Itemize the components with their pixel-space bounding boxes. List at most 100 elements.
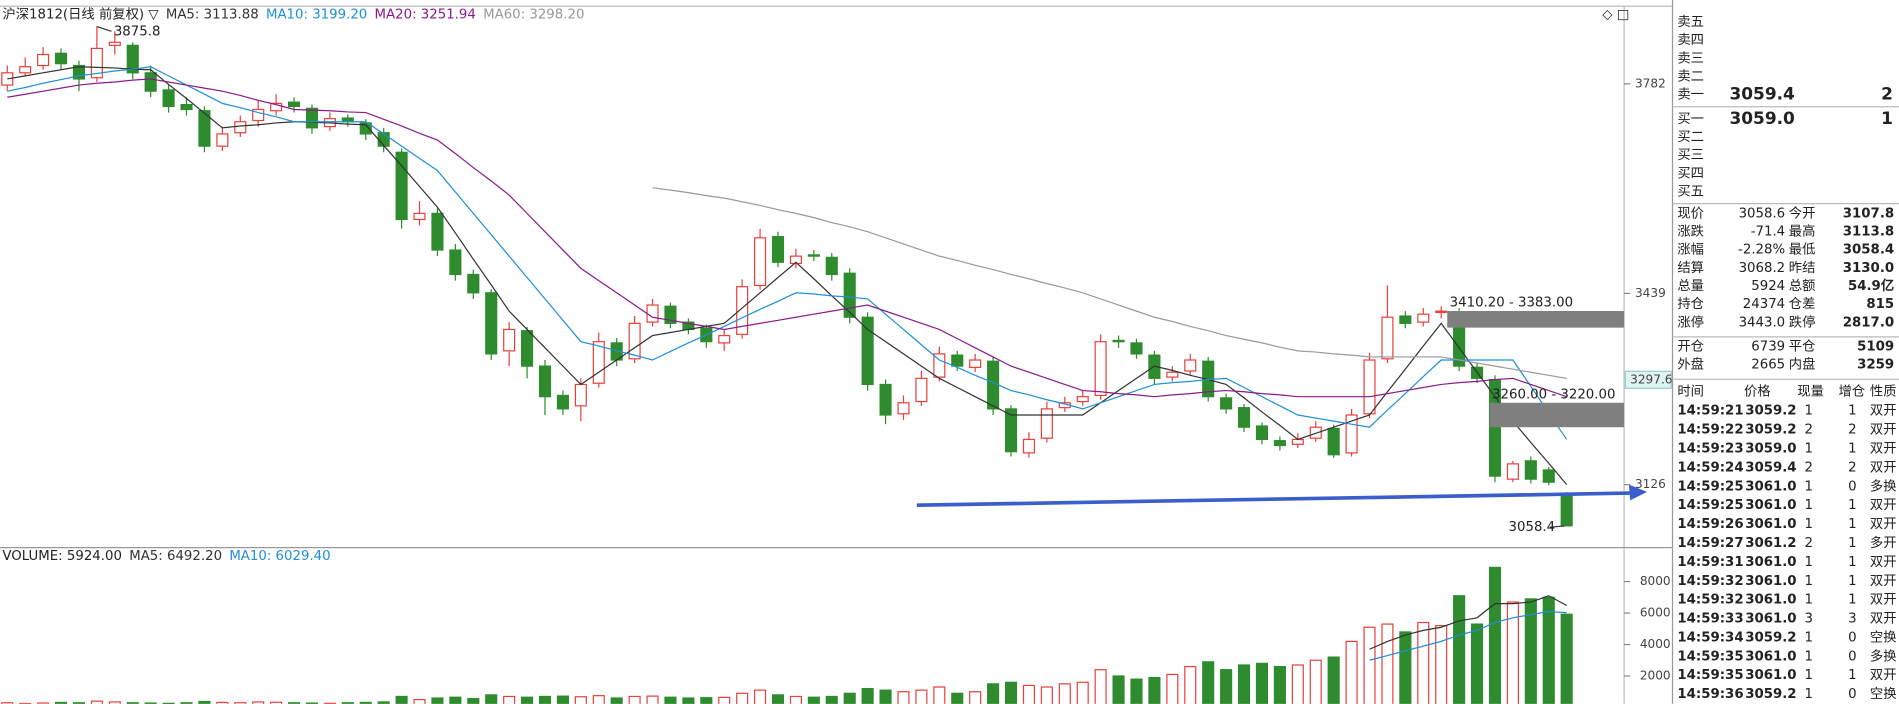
trade-cell: 14:59:33 (1677, 612, 1743, 627)
volume-plot (1, 566, 1573, 704)
volume-bar (1, 702, 14, 704)
trade-cell: 3061.0 (1745, 498, 1796, 513)
trade-cell: 3059.4 (1745, 460, 1796, 475)
candle-body (538, 365, 552, 398)
candle-body (1130, 342, 1143, 355)
volume-bar (521, 696, 534, 704)
volume-bar (789, 695, 802, 704)
stat-value: 3058.4 (1843, 243, 1894, 258)
book-label: 买一 (1677, 111, 1704, 127)
trade-cell: 3061.0 (1745, 574, 1796, 589)
arrow-line (916, 491, 1631, 508)
candle-body (1381, 316, 1394, 360)
book-label: 买三 (1677, 147, 1704, 163)
volume-bar (682, 697, 695, 704)
volume-bar (1470, 623, 1484, 704)
candle-body (126, 44, 139, 74)
y-tick-label: 6000 (1640, 606, 1671, 620)
candle-body (1417, 313, 1430, 323)
trade-cell: 2 (1848, 423, 1856, 438)
volume-bar (1417, 621, 1430, 704)
candle-body (108, 41, 121, 46)
trade-cell: 双开 (1870, 668, 1897, 683)
volume-bar (1022, 684, 1036, 704)
volume-bar (1291, 664, 1304, 704)
ma-line (1369, 595, 1567, 650)
trade-cell: 1 (1805, 649, 1813, 664)
volume-bar (1058, 683, 1071, 704)
trade-cell: 3059.2 (1745, 687, 1796, 702)
volume-bar (897, 691, 910, 704)
trades-header: 增仓 (1838, 383, 1865, 399)
volume-bar (610, 697, 623, 704)
volume-bar (180, 702, 193, 704)
volume-bar (1542, 596, 1555, 704)
trade-cell: 双开 (1870, 442, 1897, 457)
trade-cell: 1 (1805, 517, 1813, 532)
trade-cell: 0 (1848, 479, 1856, 494)
candle-body (72, 64, 86, 80)
volume-bar (126, 702, 139, 704)
candle-body (216, 133, 229, 147)
candle-body (1166, 371, 1179, 378)
stat-value: 815 (1866, 297, 1894, 312)
trades-header: 时间 (1677, 383, 1704, 399)
candle-body (144, 72, 157, 92)
volume-bar (449, 696, 462, 704)
trade-cell: 3061.0 (1745, 668, 1796, 683)
stat-label: 外盘 (1677, 356, 1704, 373)
trade-cell: 空换 (1870, 629, 1897, 645)
trade-cell: 1 (1805, 404, 1813, 419)
trade-cell: 1 (1805, 668, 1813, 683)
volume-bar (1148, 676, 1161, 704)
book-label: 买五 (1677, 184, 1704, 200)
volume-bar (951, 692, 964, 704)
trade-cell: 14:59:34 (1677, 630, 1743, 645)
candle-body (1291, 438, 1304, 445)
overlay: 3126 3439 3782 3297.6 3410.20 - 3383.00 3260.… (2, 6, 1672, 683)
trade-cell: 1 (1848, 517, 1856, 532)
stat-label: 涨跌 (1677, 223, 1704, 239)
candle-body (1345, 414, 1358, 454)
trade-cell: 0 (1848, 687, 1856, 702)
window-icon[interactable]: ◇ □ (1602, 8, 1629, 23)
legend-item: MA5: 3113.88 (166, 8, 259, 23)
trade-cell: 1 (1848, 404, 1856, 419)
candle-body (1435, 310, 1448, 313)
volume-bar (987, 683, 1000, 704)
trade-cell: 双开 (1870, 517, 1897, 532)
trade-cell: 双开 (1870, 555, 1897, 570)
trade-cell: 1 (1848, 668, 1856, 683)
volume-bar (413, 698, 426, 704)
candle-body (1560, 495, 1573, 527)
volume-bar (341, 702, 354, 704)
volume-bar (628, 695, 641, 704)
candle-body (1273, 440, 1286, 447)
stat-label: 结算 (1677, 260, 1704, 276)
legend-title: 沪深1812(日线 前复权) ▽ (2, 6, 159, 23)
book-volume: 2 (1881, 84, 1893, 104)
price-plot (1, 26, 1573, 527)
trade-cell: 多换 (1870, 647, 1897, 664)
volume-bar (1345, 640, 1358, 704)
price-marker-box (1624, 370, 1672, 389)
arrow-head (1628, 484, 1648, 501)
stat-value: -71.4 (1751, 224, 1785, 239)
candle-body (807, 254, 820, 257)
high-pointer (96, 25, 112, 32)
trade-cell: 14:59:36 (1677, 687, 1743, 702)
candle-body (1327, 427, 1340, 456)
volume-bar (1184, 665, 1197, 704)
trade-cell: 14:59:25 (1677, 479, 1743, 494)
candle-body (897, 402, 910, 415)
trade-cell: 1 (1805, 442, 1813, 457)
stat-label: 今开 (1789, 205, 1816, 221)
trades-header: 性质 (1870, 383, 1897, 399)
candle-body (1076, 396, 1089, 403)
stat-label: 内盘 (1789, 356, 1816, 373)
ma-line (7, 66, 1568, 486)
candle-body (54, 52, 68, 65)
